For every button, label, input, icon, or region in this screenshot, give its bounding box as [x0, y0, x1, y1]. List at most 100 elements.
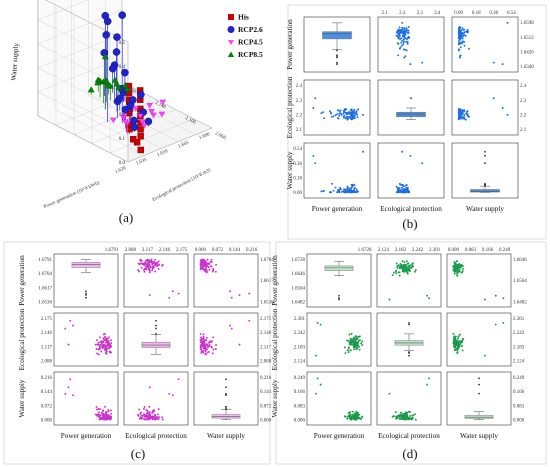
scatter-point	[138, 408, 141, 411]
scatter-point	[106, 339, 108, 342]
scatter-point	[349, 191, 352, 194]
scatter-point	[399, 413, 402, 416]
scatter-point	[199, 347, 202, 350]
scatter-point	[336, 113, 339, 116]
scatter-point	[107, 347, 110, 349]
scatter-point	[334, 186, 337, 189]
scatter-point	[212, 267, 215, 270]
scatter-point	[349, 111, 352, 114]
scatter-point	[202, 263, 205, 266]
scatter-point	[355, 188, 358, 191]
x-tick-label: 1.665	[177, 141, 190, 150]
scatter-point	[339, 109, 342, 112]
box-outlier	[478, 383, 480, 386]
scatter-point	[402, 270, 405, 273]
box-outlier	[408, 351, 410, 353]
box-outlier	[410, 97, 412, 100]
scatter-point	[362, 113, 364, 116]
scatter-point	[143, 405, 146, 408]
scatter-point	[459, 55, 462, 58]
scatter-point	[401, 267, 404, 270]
y-tick-label: 2.180	[124, 85, 137, 95]
scatter-point	[396, 267, 399, 269]
scatter-point	[391, 415, 394, 418]
scatter-point	[409, 264, 411, 267]
scatter-point	[204, 263, 207, 266]
scatter-point	[357, 411, 359, 414]
scatter-point	[99, 336, 101, 339]
box-iqr	[324, 265, 354, 271]
scatter-point	[144, 416, 147, 418]
scatter-point	[212, 336, 215, 339]
top-tick-label: 0.000	[448, 248, 460, 253]
scatter-point	[456, 348, 459, 350]
y-tick-label: 2.140	[154, 101, 167, 111]
scatter-point	[151, 269, 154, 272]
x-axis-label: Power generation (10^8 kWh)	[43, 181, 101, 210]
scatter-point	[459, 116, 462, 118]
scatter-matrix-b	[303, 16, 519, 199]
scatter-point	[404, 188, 407, 191]
scatter-point	[458, 340, 461, 343]
scatter-point	[397, 54, 400, 57]
matrix-cell	[446, 371, 512, 426]
scatter-point	[406, 190, 408, 193]
scatter-point	[97, 407, 100, 410]
scatter-point	[404, 269, 407, 272]
scatter-point	[405, 27, 408, 30]
scatter-point	[397, 191, 400, 194]
scatter-point	[336, 191, 339, 194]
scatter-point	[401, 28, 404, 31]
column-label: Water supply	[207, 432, 245, 440]
scatter-point	[204, 347, 207, 349]
scatter-point	[401, 150, 404, 153]
left-tick-label: 2.146	[41, 331, 53, 336]
x-tick-label: 1.650	[156, 149, 169, 158]
y-tick-label: 2.060	[214, 131, 227, 141]
scatter-point	[148, 260, 151, 263]
scatter-point	[208, 268, 211, 271]
scatter-point	[150, 258, 153, 261]
scatter-point	[458, 39, 461, 42]
matrix-cell	[193, 312, 259, 367]
scatter-point	[362, 150, 364, 153]
side-tick-label: 2.183	[513, 345, 525, 350]
box-outlier	[484, 154, 486, 157]
scatter-point	[148, 259, 151, 262]
scatter-point	[94, 343, 97, 346]
box-outlier	[155, 332, 157, 335]
matrix-cell	[53, 371, 119, 426]
side-tick-label: 2.301	[513, 317, 525, 322]
scatter-point	[154, 418, 157, 421]
scatter-point	[405, 417, 408, 420]
scatter-point	[352, 115, 354, 118]
scatter-point	[400, 41, 403, 44]
scatter-point	[100, 416, 103, 419]
scatter-point	[148, 268, 151, 271]
scatter-point	[459, 38, 462, 41]
scatter-point	[204, 349, 207, 352]
scatter-point	[459, 56, 461, 59]
scatter-point	[356, 342, 359, 345]
scatter-point	[407, 267, 410, 270]
scatter-point	[346, 187, 348, 190]
scatter-matrix-c	[53, 253, 259, 426]
scatter-point	[145, 409, 148, 412]
scatter-point	[353, 110, 356, 112]
scatter-point	[426, 294, 429, 297]
scatter-point	[100, 341, 103, 344]
scatter-point	[402, 48, 405, 51]
data-point-rcp85	[87, 86, 95, 93]
scatter-point	[462, 40, 465, 43]
column-label: Power generation	[312, 205, 363, 213]
scatter-point	[494, 323, 497, 326]
scatter-point	[459, 109, 462, 112]
matrix-cell	[376, 371, 442, 426]
scatter-point	[468, 47, 471, 50]
scatter-point	[238, 294, 241, 296]
scatter-point	[64, 392, 67, 395]
scatter-point	[215, 263, 217, 266]
scatter-point	[395, 262, 398, 265]
scatter-point	[349, 343, 351, 346]
scatter-point	[154, 258, 157, 261]
